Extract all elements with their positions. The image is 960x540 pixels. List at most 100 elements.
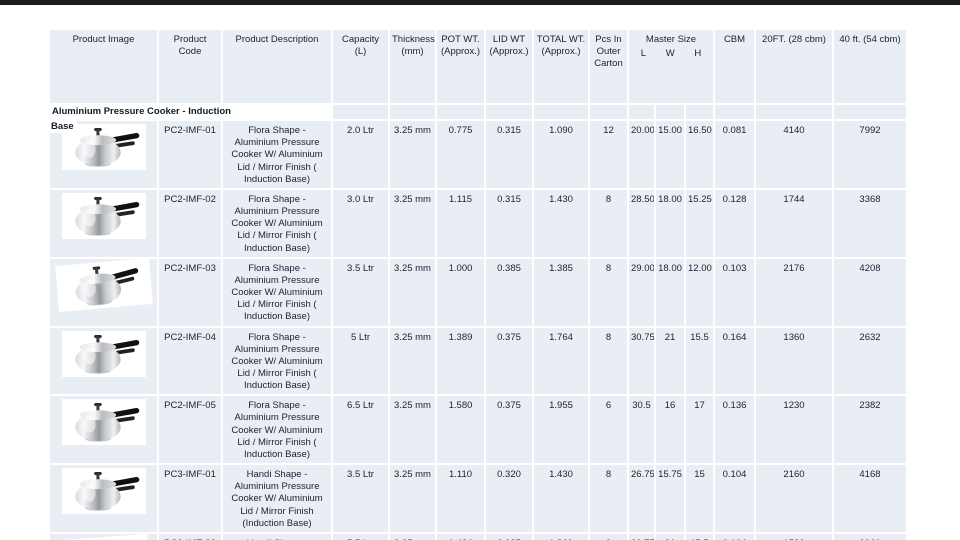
product-image-cell [50,533,157,540]
pot-wt-value: 1.110 [437,465,484,532]
master-h-value: 15.25 [686,189,713,257]
header-lid-wt: LID WT (Approx.) [486,30,532,103]
pressure-cooker-icon [74,472,139,511]
total-wt-value: 1.430 [534,189,588,257]
header-master-h: H [694,48,702,60]
section-row: Aluminium Pressure Cooker - Induction [50,105,906,120]
section-title-line2: Base [50,121,77,133]
pressure-cooker-icon [74,334,139,374]
pot-wt-value: 0.775 [437,121,484,188]
pcs-value: 12 [590,121,627,188]
master-l-value: 30.75 [629,533,654,540]
header-40ft: 40 ft. (54 cbm) [834,30,906,103]
product-row: PC3-IMF-01 Handi Shape - Aluminium Press… [50,465,906,532]
capacity-value: 3.0 Ltr [333,189,388,257]
master-h-value: 17 [686,396,713,464]
product-code: PC3-IMF-01 [159,465,221,532]
master-h-value: 16.50 [686,121,713,188]
20ft-qty-value: 1360 [756,327,832,395]
thickness-value: 3.25 mm [390,533,435,540]
lid-wt-value: 0.385 [486,533,532,540]
pot-wt-value: 1.389 [437,327,484,395]
pot-wt-value: 1.580 [437,396,484,464]
40ft-qty-value: 4208 [834,258,906,326]
header-20ft: 20FT. (28 cbm) [756,30,832,103]
lid-wt-value: 0.375 [486,396,532,464]
20ft-qty-value: 1530 [756,533,832,540]
product-photo [54,258,153,312]
40ft-qty-value: 7992 [834,121,906,188]
product-description: Flora Shape - Aluminium Pressure Cooker … [223,396,331,464]
master-w-value: 18.00 [656,189,684,257]
master-l-value: 29.00 [629,258,654,326]
window-top-edge [0,0,960,5]
header-master-l: L [640,48,647,60]
40ft-qty-value: 2632 [834,327,906,395]
capacity-value: 3.5 Ltr [333,465,388,532]
master-w-value: 15.00 [656,121,684,188]
pressure-cooker-icon [74,196,139,236]
master-l-value: 28.50 [629,189,654,257]
master-w-value: 21 [656,533,684,540]
header-total-wt: TOTAL WT. (Approx.) [534,30,588,103]
product-code: PC3-IMF-02 [159,533,221,540]
pot-wt-value: 1.000 [437,258,484,326]
master-w-value: 21 [656,327,684,395]
master-w-value: 18.00 [656,258,684,326]
master-l-value: 30.75 [629,327,654,395]
capacity-value: 2.0 Ltr [333,121,388,188]
product-row: PC2-IMF-02 Flora Shape - Aluminium Press… [50,189,906,257]
product-row: PC2-IMF-04 Flora Shape - Aluminium Press… [50,327,906,395]
product-image-cell [50,465,157,532]
product-description: Flora Shape - Aluminium Pressure Cooker … [223,189,331,257]
pot-wt-value: 1.115 [437,189,484,257]
capacity-value: 6.5 Ltr [333,396,388,464]
cbm-value: 0.081 [715,121,754,188]
master-l-value: 26.75 [629,465,654,532]
product-photo [57,533,150,540]
product-code: PC2-IMF-05 [159,396,221,464]
pot-wt-value: 1.484 [437,533,484,540]
header-pcs-outer-carton: Pcs In Outer Carton [590,30,627,103]
header-master-size-sublabels: L W H [631,48,711,60]
master-l-value: 20.00 [629,121,654,188]
cbm-value: 0.164 [715,327,754,395]
product-description: Handi Shape - Aluminium Pressure Cooker … [223,533,331,540]
capacity-value: 5.5 Ltr [333,533,388,540]
thickness-value: 3.25 mm [390,396,435,464]
master-h-value: 15.5 [686,533,713,540]
product-image-cell [50,189,157,257]
product-description: Handi Shape - Aluminium Pressure Cooker … [223,465,331,532]
pcs-value: 8 [590,258,627,326]
lid-wt-value: 0.385 [486,258,532,326]
master-h-value: 12.00 [686,258,713,326]
product-row: PC2-IMF-01 Flora Shape - Aluminium Press… [50,121,906,188]
pcs-value: 8 [590,465,627,532]
product-code: PC2-IMF-03 [159,258,221,326]
product-photo [61,399,146,446]
header-master-w: W [665,48,675,60]
section-title-line1: Aluminium Pressure Cooker - Induction [50,105,331,120]
40ft-qty-value: 2382 [834,396,906,464]
product-photo [61,468,146,515]
header-master-size: Master Size L W H [629,30,713,103]
total-wt-value: 1.430 [534,465,588,532]
product-code: PC2-IMF-04 [159,327,221,395]
product-photo [61,330,146,377]
header-cbm: CBM [715,30,754,103]
header-master-size-label: Master Size [645,34,697,45]
20ft-qty-value: 4140 [756,121,832,188]
thickness-value: 3.25 mm [390,465,435,532]
cbm-value: 0.136 [715,396,754,464]
product-image-cell [50,121,157,188]
product-catalog-sheet: Base Product Image Product Code Product … [48,28,910,540]
header-product-image: Product Image [50,30,157,103]
40ft-qty-value: 3368 [834,189,906,257]
header-product-code: Product Code [159,30,221,103]
20ft-qty-value: 2160 [756,465,832,532]
lid-wt-value: 0.315 [486,189,532,257]
cbm-value: 0.103 [715,258,754,326]
header-pot-wt: POT WT. (Approx.) [437,30,484,103]
table-header-row: Product Image Product Code Product Descr… [50,30,906,103]
product-image-cell [50,258,157,326]
